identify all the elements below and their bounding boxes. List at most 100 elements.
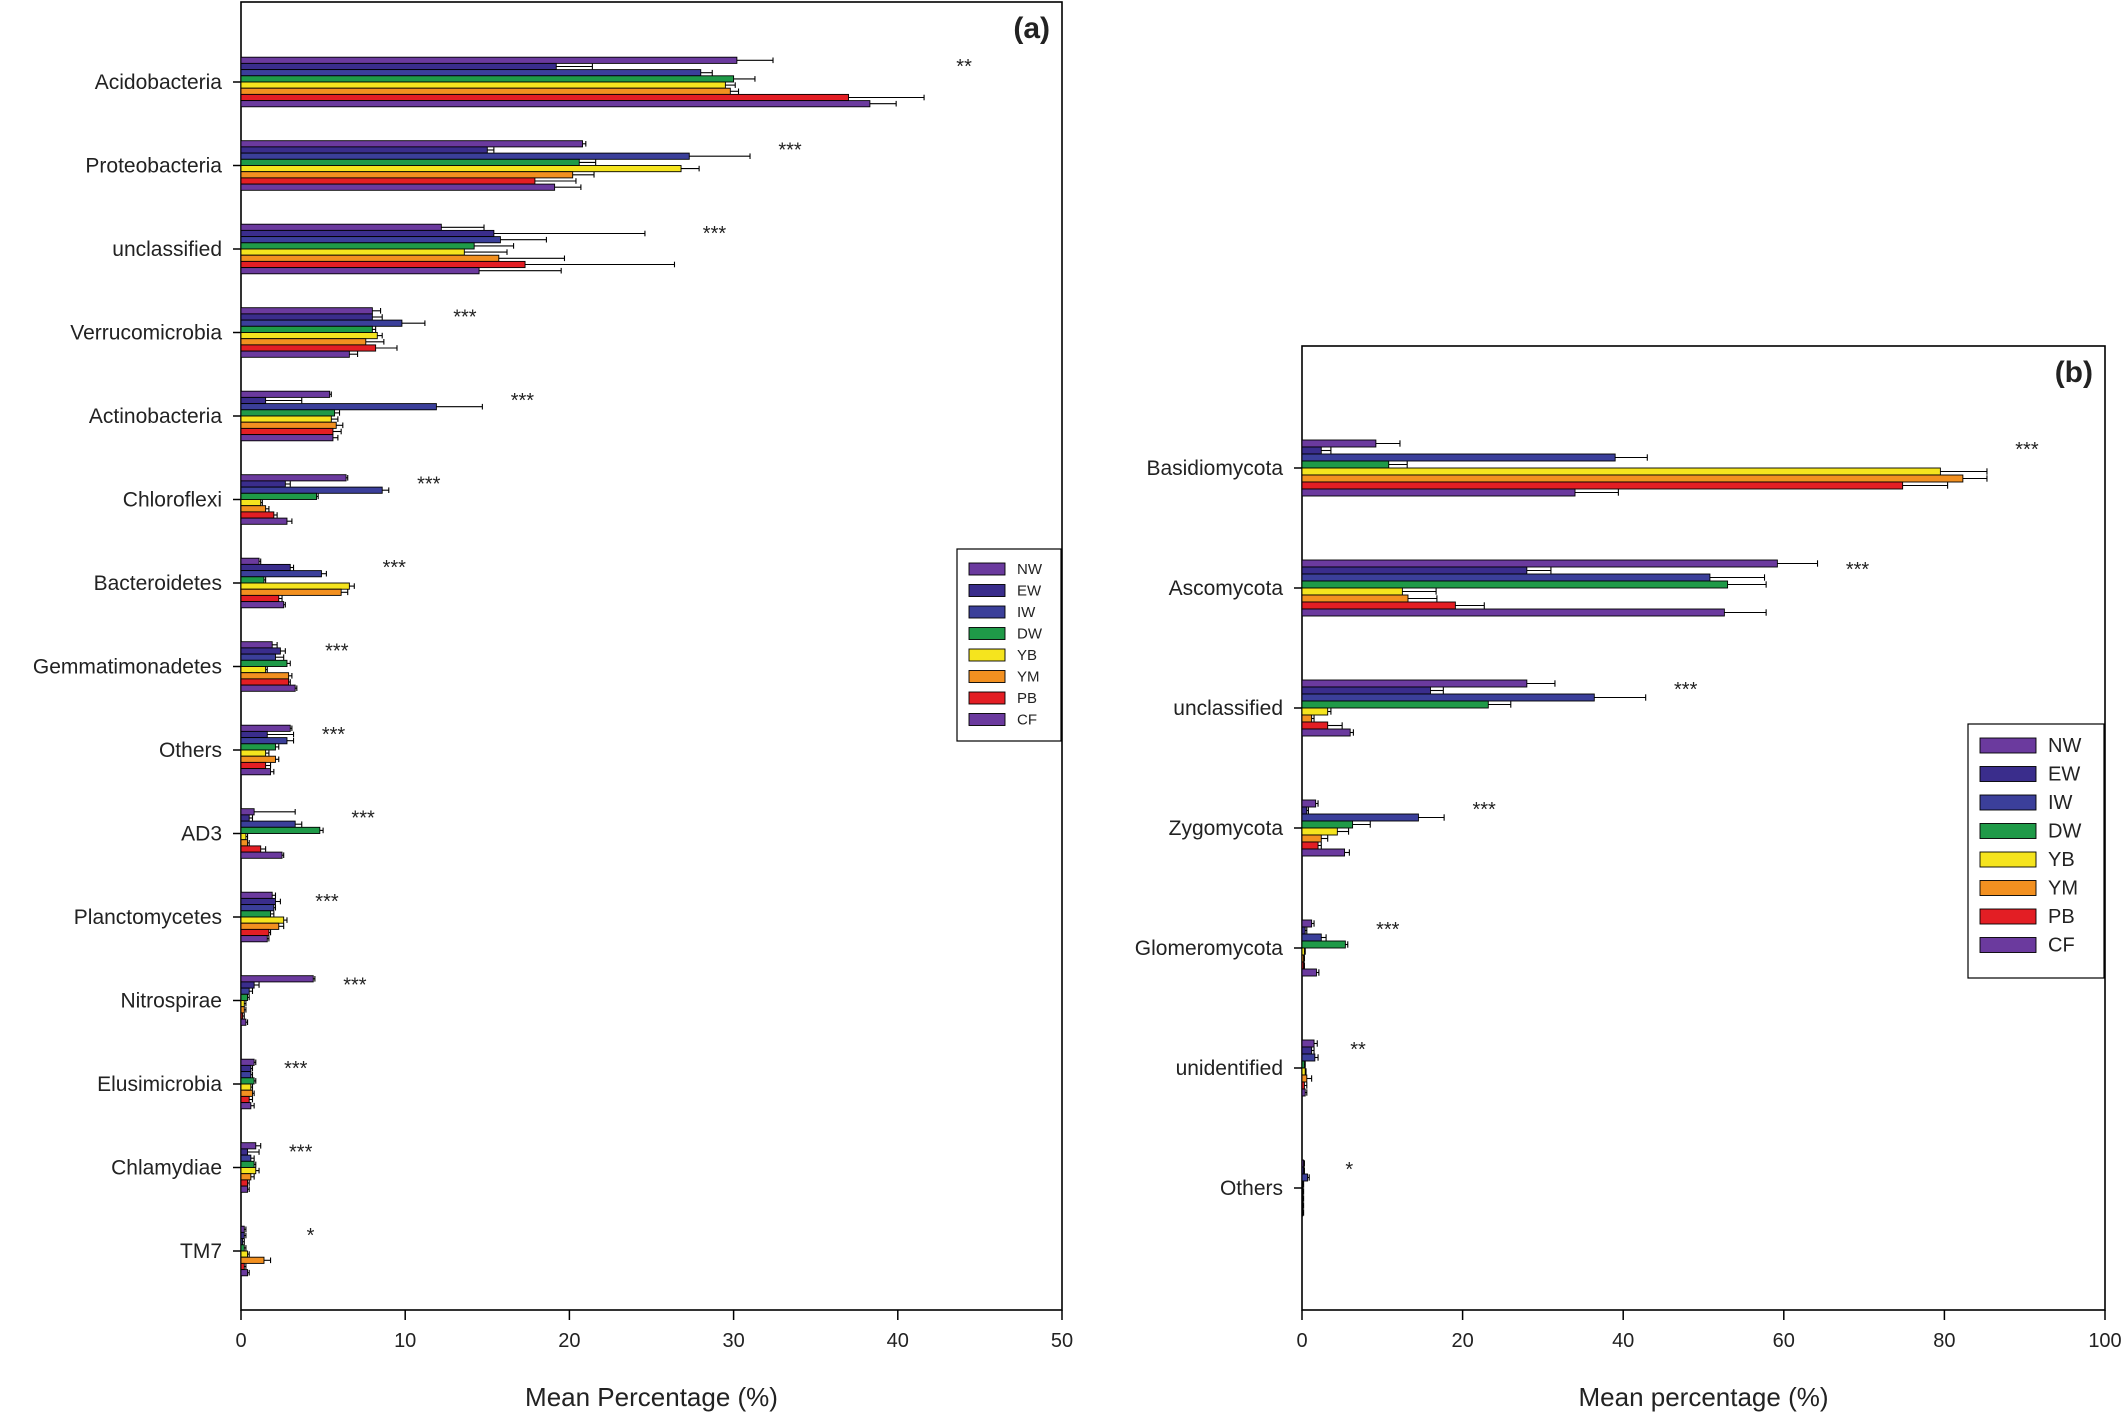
bar-acidobacteria-cf [240,100,871,108]
bar-others-nw [1301,1159,1305,1168]
bar-chlamydiae-pb [240,1179,249,1187]
bar-gemmatimonadetes-cf [240,684,296,692]
bar-proteobacteria-yb [240,165,682,173]
bar-ascomycota-cf [1301,608,1725,617]
bar-verrucomicrobia-cf [240,350,350,358]
legend-box [956,548,1062,742]
legend-label-iw: IW [2048,792,2073,814]
bar-unclassified-yb [1301,707,1329,716]
bar-basidiomycota-nw [1301,439,1377,448]
x-tick-label: 40 [1612,1330,1634,1352]
category-label-verrucomicrobia: Verrucomicrobia [70,322,222,345]
bar-ad3-nw [240,808,255,816]
significance-marker: *** [322,724,346,746]
bar-proteobacteria-pb [240,177,536,185]
legend-swatch-ew [968,584,1006,597]
bar-bacteroidetes-nw [240,557,260,565]
bar-chlamydiae-yb [240,1167,257,1175]
bar-ascomycota-yb [1301,587,1403,596]
bar-actinobacteria-pb [240,427,334,436]
legend-label-ym: YM [1017,669,1040,686]
legend-label-ew: EW [1017,583,1042,600]
bar-elusimicrobia-cf [240,1102,252,1110]
legend-label-iw: IW [1017,604,1036,621]
bar-glomeromycota-cf [1301,968,1317,977]
bar-nitrospirae-iw [240,987,250,995]
significance-marker: *** [383,557,407,579]
bar-unclassified-yb [240,248,465,256]
bar-actinobacteria-ew [240,396,267,405]
bar-acidobacteria-nw [240,56,738,64]
bar-elusimicrobia-ew [240,1064,252,1073]
bar-basidiomycota-dw [1301,460,1390,469]
bar-chlamydiae-iw [240,1154,252,1162]
x-tick-label: 30 [722,1330,744,1352]
bar-unidentified-nw [1301,1039,1315,1048]
legend-label-yb: YB [1017,647,1037,664]
bar-acidobacteria-iw [240,69,702,77]
bar-chloroflexi-cf [240,517,288,525]
bar-others-pb [1301,1201,1304,1210]
bar-tm7-nw [240,1225,245,1233]
bar-others-iw [240,737,288,745]
bar-others-dw [240,743,276,751]
x-tick-label: 0 [235,1330,246,1352]
bar-others-ew [240,730,268,739]
bar-chloroflexi-ym [240,505,267,513]
bar-ad3-yb [240,833,247,841]
bar-basidiomycota-ew [1301,446,1322,455]
legend-label-cf: CF [1017,712,1037,729]
bar-zygomycota-nw [1301,799,1317,808]
legend-label-nw: NW [2048,735,2081,757]
legend-swatch-pb [1979,908,2037,925]
bar-proteobacteria-nw [240,140,583,148]
significance-marker: ** [956,56,972,78]
bar-bacteroidetes-pb [240,594,280,603]
bar-planctomycetes-yb [240,916,285,924]
bar-tm7-ym [240,1256,265,1264]
bar-proteobacteria-iw [240,152,690,160]
significance-marker: *** [289,1142,313,1164]
bar-bacteroidetes-ew [240,563,291,572]
bar-ad3-iw [240,820,296,828]
bar-basidiomycota-cf [1301,488,1576,497]
category-label-nitrospirae: Nitrospirae [120,990,222,1013]
bar-verrucomicrobia-ew [240,313,373,321]
significance-marker: *** [351,808,375,830]
bar-actinobacteria-dw [240,409,336,417]
category-label-zygomycota: Zygomycota [1169,817,1284,840]
x-tick-label: 80 [1933,1330,1955,1352]
bar-chlamydiae-ew [240,1148,249,1156]
bar-glomeromycota-iw [1301,933,1322,942]
bar-chlamydiae-dw [240,1160,255,1168]
bar-others-yb [240,749,267,757]
bar-chloroflexi-pb [240,511,275,519]
significance-marker: *** [325,641,349,663]
bar-elusimicrobia-dw [240,1077,255,1085]
bar-others-cf [1301,1208,1304,1217]
bar-unidentified-dw [1301,1060,1305,1069]
bar-bacteroidetes-iw [240,570,322,578]
x-tick-label: 20 [558,1330,580,1352]
bar-unclassified-pb [1301,721,1329,730]
bar-unclassified-ym [1301,714,1313,723]
significance-marker: *** [1846,559,1870,581]
bar-nitrospirae-ym [240,1006,245,1014]
legend-label-nw: NW [1017,561,1043,578]
significance-marker: ** [1350,1039,1366,1061]
bar-tm7-pb [240,1262,245,1271]
bar-unclassified-cf [1301,728,1351,737]
panel-label: (b) [2055,356,2093,389]
bar-planctomycetes-ym [240,922,280,930]
category-label-chlamydiae: Chlamydiae [111,1157,222,1180]
bar-planctomycetes-nw [240,891,273,899]
significance-marker: *** [1472,799,1496,821]
bar-zygomycota-yb [1301,827,1338,836]
bar-chloroflexi-iw [240,486,383,494]
legend-swatch-iw [968,605,1006,619]
legend-swatch-ym [968,670,1006,683]
bar-others-ew [1301,1166,1305,1175]
x-tick-label: 0 [1296,1330,1307,1352]
bar-ascomycota-ew [1301,566,1528,575]
